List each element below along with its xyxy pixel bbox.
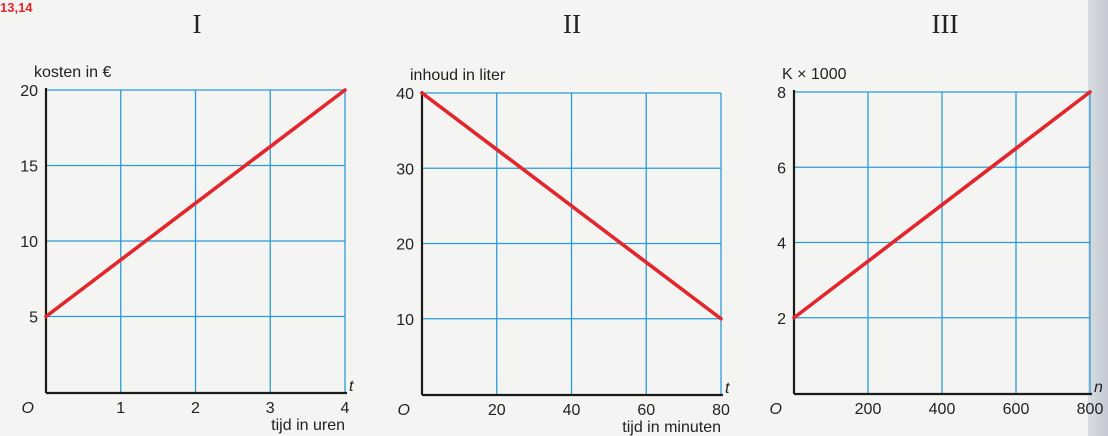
y-axis-label: K × 1000 xyxy=(782,66,847,83)
y-tick-label: 30 xyxy=(396,161,414,178)
series-line xyxy=(420,91,723,321)
y-tick-label: 10 xyxy=(20,234,38,251)
x-tick-label: 3 xyxy=(266,400,275,417)
y-tick-label: 8 xyxy=(777,85,786,102)
y-tick-label: 5 xyxy=(29,310,38,327)
x-tick-label: 2 xyxy=(191,400,200,417)
x-variable-label: n xyxy=(1094,379,1103,396)
x-tick-label: 4 xyxy=(341,400,350,417)
chart-panel-2: 10 20 30 40 20 40 60 80 Ot inhoud in liter tijd in… xyxy=(396,9,730,436)
x-tick-label: 40 xyxy=(563,402,581,419)
y-tick-label: 15 xyxy=(20,159,38,176)
y-tick-label: 10 xyxy=(396,312,414,329)
y-axis-label: kosten in € xyxy=(34,64,111,81)
x-tick-label: 600 xyxy=(1003,401,1030,418)
x-variable-label: t xyxy=(349,378,354,395)
x-variable-label: t xyxy=(725,380,730,397)
x-tick-label: 80 xyxy=(712,402,730,419)
y-axis-label: inhoud in liter xyxy=(410,67,506,84)
exercise-number: 13,14 xyxy=(0,0,33,15)
x-tick-label: 20 xyxy=(488,402,506,419)
origin-label: O xyxy=(770,401,782,418)
origin-label: O xyxy=(398,402,410,419)
x-tick-label: 800 xyxy=(1077,401,1104,418)
x-tick-label: 400 xyxy=(929,401,956,418)
y-tick-label: 40 xyxy=(396,86,414,103)
x-tick-label: 1 xyxy=(116,400,125,417)
chart-panel-3: 2 4 6 8 200 400 600 800 On K × 1000 III xyxy=(770,9,1104,418)
chart-panel-1: 5 10 15 20 1 2 3 4 Ot kosten in € tijd in uren I xyxy=(20,9,354,434)
chart-title: II xyxy=(563,9,581,39)
series-line xyxy=(792,90,1092,320)
x-tick-label: 60 xyxy=(637,402,655,419)
chart-title: III xyxy=(932,9,959,39)
page-edge-strip xyxy=(1088,0,1108,436)
series-line xyxy=(44,88,347,319)
x-tick-label: 200 xyxy=(855,401,882,418)
x-axis-label: tijd in uren xyxy=(271,417,345,434)
chart-title: I xyxy=(193,9,202,39)
y-tick-label: 6 xyxy=(777,160,786,177)
y-tick-label: 20 xyxy=(396,237,414,254)
y-tick-label: 20 xyxy=(20,83,38,100)
origin-label: O xyxy=(22,400,34,417)
x-axis-label: tijd in minuten xyxy=(622,419,721,436)
y-tick-label: 2 xyxy=(777,311,786,328)
y-tick-label: 4 xyxy=(777,236,786,253)
